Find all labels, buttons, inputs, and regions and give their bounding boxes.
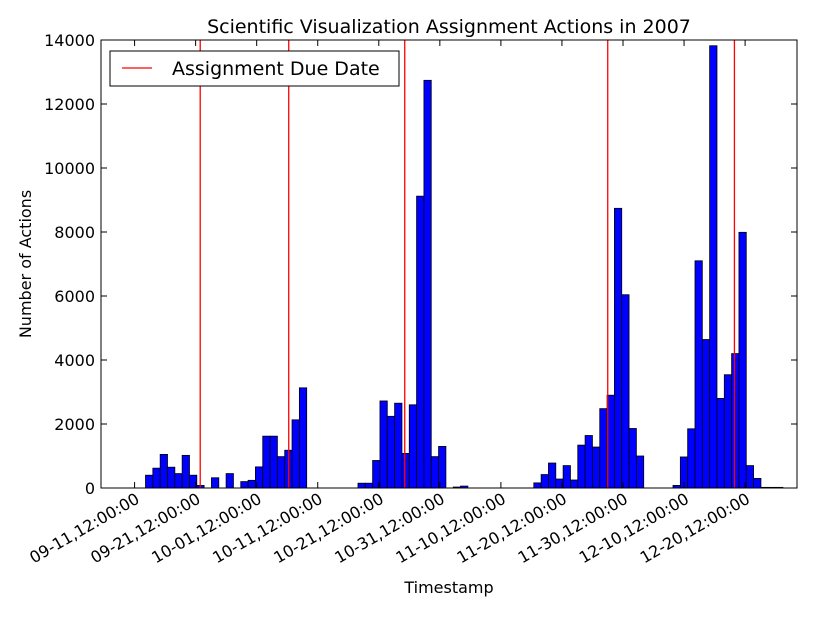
y-tick-label: 2000 (54, 415, 95, 434)
histogram-bar (211, 477, 220, 489)
histogram-bar (276, 456, 286, 489)
histogram-bar (577, 444, 586, 489)
histogram-bar (240, 481, 249, 489)
histogram-bar (364, 482, 374, 489)
x-axis-label: Timestamp (403, 578, 493, 597)
y-tick-label: 10000 (44, 159, 95, 178)
histogram-bar (716, 397, 725, 489)
histogram-bar (291, 419, 300, 489)
y-axis: 0 2000 4000 6000 8000 10000 12000 14000 (44, 31, 797, 498)
histogram-bar (753, 477, 762, 489)
histogram-bar (298, 387, 308, 489)
histogram-bar (584, 435, 593, 489)
histogram-bar (430, 456, 439, 489)
y-tick-label: 12000 (44, 95, 95, 114)
histogram-bar (423, 79, 432, 489)
histogram-bar (379, 400, 388, 489)
histogram-bar (731, 353, 740, 489)
histogram-bar (614, 207, 623, 489)
bar-group (145, 45, 784, 489)
y-tick-label: 8000 (54, 223, 95, 242)
plot-frame (100, 39, 798, 489)
histogram-bar (628, 428, 637, 489)
histogram-bar (687, 428, 696, 489)
histogram-bar (592, 446, 601, 489)
histogram-bar (159, 453, 168, 489)
histogram-bar (570, 479, 579, 489)
histogram-bar (599, 408, 608, 489)
histogram-bar (438, 445, 447, 489)
y-tick-label: 0 (85, 479, 95, 498)
histogram-bar (145, 474, 154, 489)
histogram-bar (562, 465, 571, 489)
histogram-bar (694, 260, 703, 489)
histogram-bar (533, 482, 542, 489)
histogram-bar (723, 374, 733, 489)
histogram-bar (357, 482, 366, 489)
legend: Assignment Due Date (109, 50, 400, 87)
histogram-bar (621, 294, 630, 489)
histogram-bar (401, 453, 410, 489)
histogram-bar (394, 402, 403, 489)
histogram-bar (247, 479, 256, 489)
histogram-bar (709, 45, 718, 489)
histogram-bar (548, 462, 557, 489)
y-tick-label: 4000 (54, 351, 95, 370)
histogram-bar (635, 455, 645, 489)
histogram-bar (745, 465, 755, 489)
legend-label: Assignment Due Date (172, 58, 380, 80)
histogram-bar (269, 435, 278, 489)
histogram-bar (540, 474, 549, 489)
y-tick-label: 6000 (54, 287, 95, 306)
histogram-bar (181, 454, 190, 489)
histogram-bar (408, 404, 417, 489)
histogram-bar (262, 435, 271, 489)
histogram-bar (416, 195, 425, 489)
y-axis-label: Number of Actions (16, 190, 35, 338)
x-tick-label: 12-20,12:00:00 (637, 489, 753, 567)
chart-title: Scientific Visualization Assignment Acti… (207, 16, 691, 38)
due-date-lines (199, 40, 736, 488)
histogram-bar (167, 466, 176, 489)
histogram-bar (174, 473, 183, 489)
y-tick-label: 14000 (44, 31, 95, 50)
histogram-bar (701, 339, 711, 489)
histogram-bar (225, 473, 234, 489)
histogram-bar (738, 231, 747, 489)
histogram-bar (386, 415, 396, 489)
legend-box (109, 50, 400, 87)
histogram-bar (152, 467, 161, 489)
